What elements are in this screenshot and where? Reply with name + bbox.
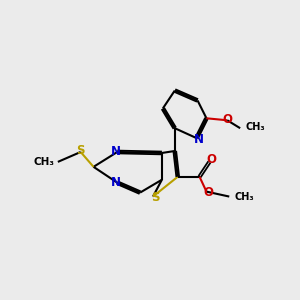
Text: CH₃: CH₃ bbox=[34, 157, 55, 167]
Text: N: N bbox=[111, 176, 121, 189]
Text: O: O bbox=[206, 153, 216, 167]
Text: S: S bbox=[76, 145, 85, 158]
Text: O: O bbox=[222, 113, 232, 126]
Text: S: S bbox=[151, 191, 159, 204]
Text: O: O bbox=[203, 186, 214, 199]
Text: N: N bbox=[111, 146, 121, 158]
Text: CH₃: CH₃ bbox=[245, 122, 265, 132]
Text: N: N bbox=[194, 133, 203, 146]
Text: CH₃: CH₃ bbox=[234, 192, 254, 202]
